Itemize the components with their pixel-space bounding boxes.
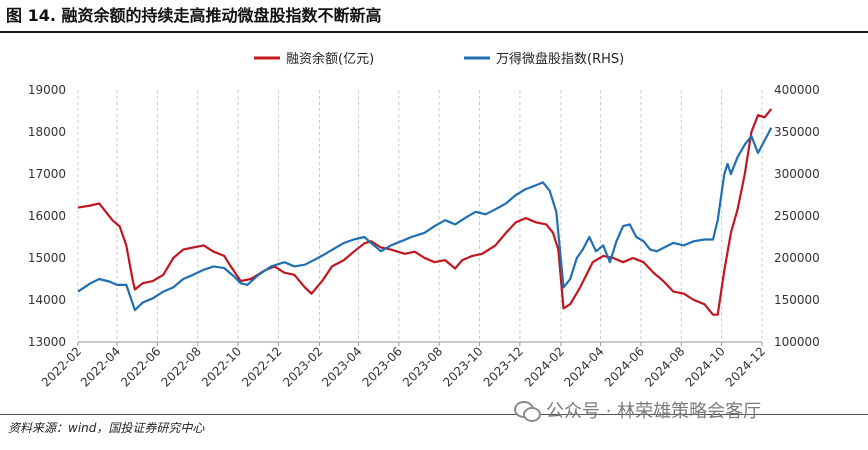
figure-title: 图 14. 融资余额的持续走高推动微盘股指数不断新高: [6, 6, 382, 25]
left-tick-label: 13000: [28, 335, 66, 349]
left-tick-label: 14000: [28, 293, 66, 307]
legend-label: 万得微盘股指数(RHS): [496, 51, 624, 67]
watermark-text: 公众号 · 林荣雄策略会客厅: [546, 401, 762, 422]
x-tick-label: 2022-02: [39, 344, 84, 389]
x-axis-ticks: 2022-022022-042022-062022-082022-102022-…: [39, 342, 768, 390]
x-tick-label: 2022-10: [199, 344, 244, 389]
right-tick-label: 350000: [774, 125, 820, 139]
vertical-gridlines: [77, 90, 763, 342]
right-tick-label: 150000: [774, 293, 820, 307]
x-tick-label: 2022-12: [239, 344, 284, 389]
right-tick-label: 200000: [774, 251, 820, 265]
x-tick-label: 2024-08: [642, 344, 687, 389]
source-note: 资料来源：wind，国投证券研究中心: [8, 421, 205, 435]
x-tick-label: 2023-10: [440, 344, 485, 389]
x-tick-label: 2023-06: [360, 344, 405, 389]
left-tick-label: 17000: [28, 167, 66, 181]
series-lines: [77, 108, 773, 316]
footer-divider: [0, 414, 868, 415]
margin-balance-line: [77, 108, 773, 316]
right-tick-label: 250000: [774, 209, 820, 223]
legend-label: 融资余额(亿元): [286, 51, 374, 67]
left-tick-label: 18000: [28, 125, 66, 139]
left-tick-label: 19000: [28, 83, 66, 97]
left-tick-label: 15000: [28, 251, 66, 265]
right-tick-label: 100000: [774, 335, 820, 349]
x-tick-label: 2023-04: [319, 344, 364, 389]
title-divider: [0, 31, 868, 33]
watermark: 公众号 · 林荣雄策略会客厅: [514, 397, 761, 423]
left-tick-label: 16000: [28, 209, 66, 223]
x-tick-label: 2024-02: [522, 344, 567, 389]
right-axis-ticks: 100000 150000 200000 250000 300000 350000 4000…: [774, 83, 820, 349]
left-axis-ticks: 13000 14000 15000 16000 17000 18000 19000: [28, 83, 66, 349]
legend: 融资余额(亿元) 万得微盘股指数(RHS): [254, 51, 624, 67]
x-tick-label: 2022-08: [159, 344, 204, 389]
x-tick-label: 2022-04: [78, 344, 123, 389]
x-tick-label: 2024-10: [682, 344, 727, 389]
x-tick-label: 2024-06: [602, 344, 647, 389]
right-tick-label: 300000: [774, 167, 820, 181]
x-tick-label: 2022-06: [118, 344, 163, 389]
x-tick-label: 2024-12: [723, 344, 768, 389]
x-tick-label: 2023-02: [280, 344, 325, 389]
microcap-index-line: [77, 127, 773, 312]
x-tick-label: 2023-08: [400, 344, 445, 389]
x-tick-label: 2024-04: [561, 344, 606, 389]
wechat-icon: [514, 399, 541, 422]
right-tick-label: 400000: [774, 83, 820, 97]
x-tick-label: 2023-12: [481, 344, 526, 389]
